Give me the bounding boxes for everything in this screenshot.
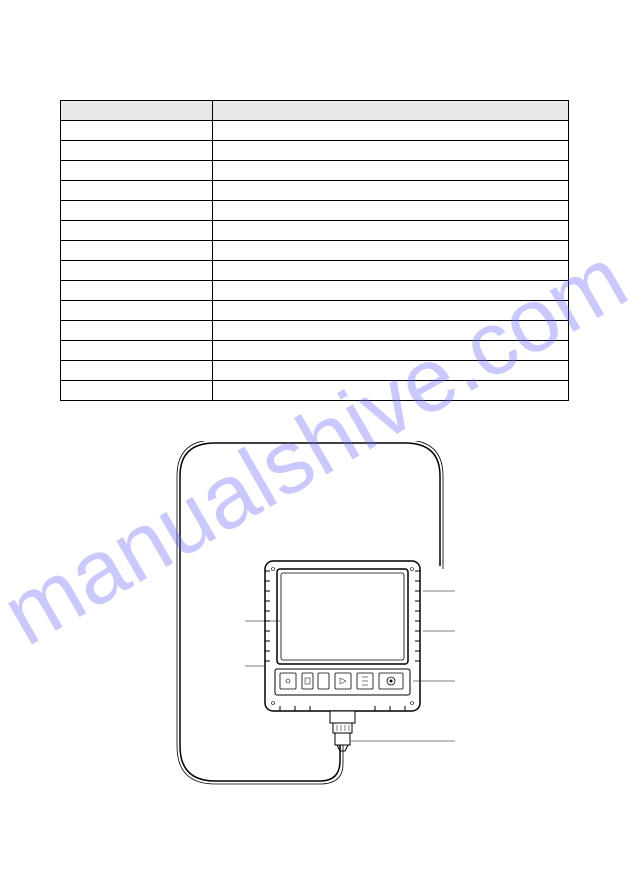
spec-value — [213, 261, 569, 281]
table-row — [61, 261, 569, 281]
device-diagram — [60, 441, 569, 801]
spec-label — [61, 361, 213, 381]
table-body — [61, 121, 569, 401]
table-row — [61, 181, 569, 201]
spec-label — [61, 281, 213, 301]
table-row — [61, 201, 569, 221]
cable-connector — [330, 711, 355, 751]
spec-value — [213, 181, 569, 201]
device-illustration — [155, 441, 475, 801]
table-row — [61, 361, 569, 381]
spec-value — [213, 281, 569, 301]
spec-value — [213, 141, 569, 161]
spec-label — [61, 121, 213, 141]
table-row — [61, 241, 569, 261]
spec-value — [213, 201, 569, 221]
table-row — [61, 161, 569, 181]
spec-label — [61, 161, 213, 181]
table-row — [61, 281, 569, 301]
table-row — [61, 321, 569, 341]
table-row — [61, 301, 569, 321]
spec-value — [213, 341, 569, 361]
device-button-4 — [335, 673, 351, 689]
table-row — [61, 121, 569, 141]
table-row — [61, 221, 569, 241]
device-button-1 — [280, 673, 296, 689]
spec-value — [213, 121, 569, 141]
spec-label — [61, 301, 213, 321]
table-row — [61, 141, 569, 161]
device-button-3 — [318, 673, 329, 689]
device-body — [265, 561, 420, 711]
spec-label — [61, 221, 213, 241]
spec-label — [61, 381, 213, 401]
header-label — [61, 101, 213, 121]
spec-value — [213, 241, 569, 261]
spec-label — [61, 261, 213, 281]
spec-label — [61, 201, 213, 221]
header-value — [213, 101, 569, 121]
device-button-2 — [302, 673, 313, 689]
spec-value — [213, 221, 569, 241]
specification-table — [60, 100, 569, 401]
spec-label — [61, 341, 213, 361]
spec-value — [213, 321, 569, 341]
spec-label — [61, 181, 213, 201]
spec-label — [61, 141, 213, 161]
spec-value — [213, 301, 569, 321]
table-row — [61, 381, 569, 401]
spec-value — [213, 361, 569, 381]
spec-label — [61, 321, 213, 341]
spec-value — [213, 381, 569, 401]
spec-value — [213, 161, 569, 181]
spec-label — [61, 241, 213, 261]
table-row — [61, 341, 569, 361]
table-header-row — [61, 101, 569, 121]
